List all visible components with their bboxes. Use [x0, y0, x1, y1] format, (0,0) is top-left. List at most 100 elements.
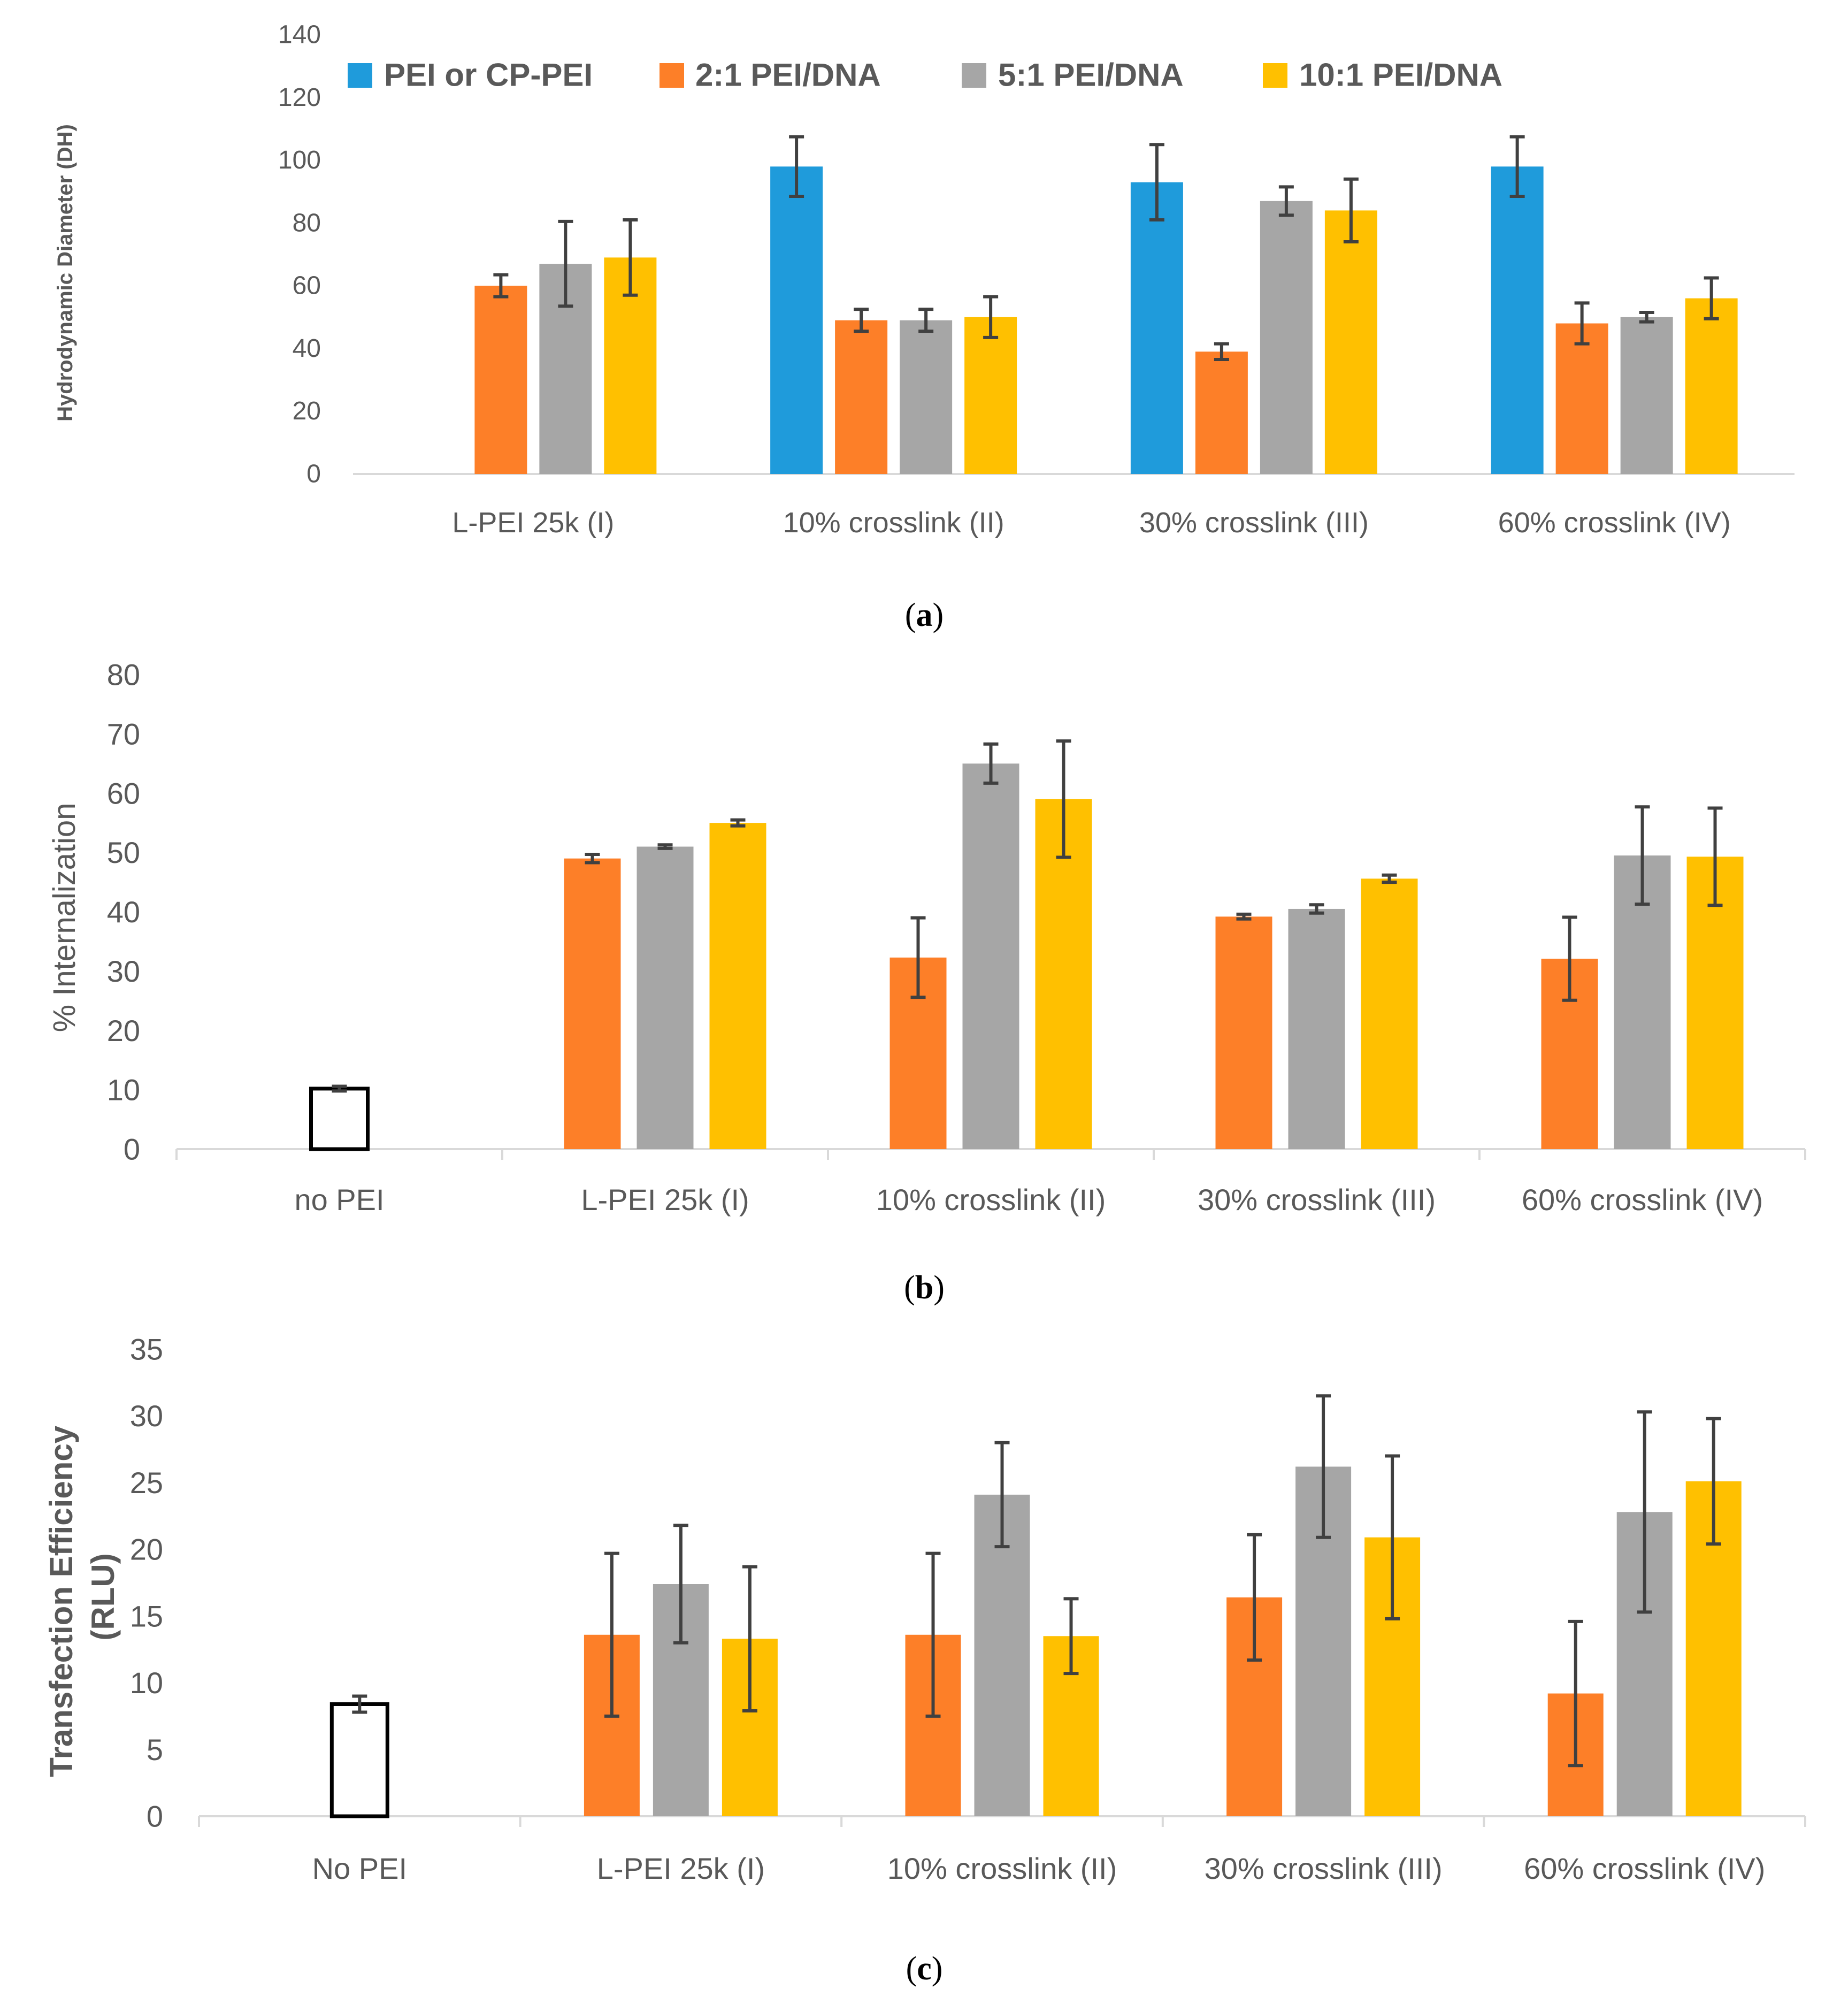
- panel-b-y-tick-30: 30: [107, 954, 140, 988]
- panel-b-bar-no-pei-no-pei: [309, 1087, 370, 1151]
- panel-a-error-bar-10-crosslink-ii-5-1-pei-dna: [918, 308, 934, 333]
- panel-c-caption-letter: c: [917, 1951, 932, 1987]
- panel-a-bar-10-crosslink-ii-2-1-pei-dna: [835, 320, 888, 474]
- panel-c-error-bar-60-crosslink-iv-2-1-pei-dna: [1568, 1619, 1583, 1768]
- panel-a-error-bar-30-crosslink-iii-2-1-pei-dna: [1214, 342, 1229, 361]
- panel-c-error-bar-10-crosslink-ii-10-1-pei-dna: [1063, 1597, 1079, 1676]
- panel-c-category-label-10-crosslink-ii: 10% crosslink (II): [887, 1852, 1117, 1885]
- panel-b-y-axis-label: % Internalization: [47, 803, 82, 1033]
- panel-c-y-tick-15: 15: [130, 1599, 163, 1633]
- panel-a-error-bar-60-crosslink-iv-2-1-pei-dna: [1574, 301, 1590, 346]
- panel-b-bar-30-crosslink-iii-2-1-pei-dna: [1215, 916, 1272, 1149]
- panel-b-category-label-l-pei-25k-i: L-PEI 25k (I): [581, 1183, 749, 1217]
- panel-a-category-label-10-crosslink-ii: 10% crosslink (II): [783, 507, 1004, 539]
- panel-a-y-tick-100: 100: [278, 146, 321, 174]
- panel-c-y-tick-35: 35: [130, 1333, 163, 1366]
- panel-b-y-axis-title: % Internalization: [47, 803, 82, 1033]
- panel-c-error-bar-30-crosslink-iii-2-1-pei-dna: [1247, 1533, 1262, 1662]
- panel-a-legend-label-10-1-pei-dna: 10:1 PEI/DNA: [1299, 57, 1502, 93]
- panel-a-legend-swatch-pei-or-cp-pei: [348, 63, 372, 88]
- panel-a-error-bar-10-crosslink-ii-10-1-pei-dna: [983, 295, 999, 339]
- panel-a-legend-label-pei-or-cp-pei: PEI or CP-PEI: [384, 57, 593, 93]
- panel-a-bar-30-crosslink-iii-2-1-pei-dna: [1195, 351, 1248, 474]
- panel-a-y-tick-120: 120: [278, 83, 321, 112]
- panel-c-y-tick-30: 30: [130, 1399, 163, 1433]
- panel-c-category-label-60-crosslink-iv: 60% crosslink (IV): [1524, 1852, 1765, 1885]
- panel-a-bar-10-crosslink-ii-pei-or-cp-pei: [770, 166, 823, 474]
- panel-a-error-bar-10-crosslink-ii-pei-or-cp-pei: [789, 135, 804, 198]
- panel-b-error-bar-l-pei-25k-i-2-1-pei-dna: [585, 852, 600, 865]
- panel-c-error-bar-l-pei-25k-i-10-1-pei-dna: [742, 1565, 757, 1712]
- panel-a-bar-30-crosslink-iii-10-1-pei-dna: [1324, 210, 1377, 474]
- panel-b-bar-l-pei-25k-i-2-1-pei-dna: [564, 858, 621, 1149]
- panel-b-y-tick-50: 50: [107, 836, 140, 869]
- panel-b-error-bar-10-crosslink-ii-5-1-pei-dna: [983, 742, 999, 785]
- panel-b-error-bar-60-crosslink-iv-10-1-pei-dna: [1707, 806, 1723, 907]
- panel-b-category-label-no-pei: no PEI: [294, 1183, 384, 1217]
- panel-a-legend-label-5-1-pei-dna: 5:1 PEI/DNA: [998, 57, 1184, 93]
- panel-a-error-bar-l-pei-25k-i-5-1-pei-dna: [558, 219, 573, 308]
- panel-b-error-bar-10-crosslink-ii-2-1-pei-dna: [910, 916, 926, 999]
- panel-a-bar-l-pei-25k-i-2-1-pei-dna: [474, 286, 527, 474]
- panel-b-y-tick-0: 0: [124, 1133, 140, 1166]
- panel-a-y-tick-80: 80: [293, 209, 321, 237]
- panel-b-y-tick-20: 20: [107, 1014, 140, 1047]
- panel-c-y-axis-label-line-2: (RLU): [85, 1553, 121, 1640]
- panel-c-y-tick-10: 10: [130, 1666, 163, 1700]
- panel-c-error-bar-30-crosslink-iii-10-1-pei-dna: [1385, 1454, 1400, 1620]
- panel-a-y-tick-40: 40: [293, 334, 321, 363]
- panel-c-category-label-l-pei-25k-i: L-PEI 25k (I): [597, 1852, 765, 1885]
- panel-c-error-bar-l-pei-25k-i-5-1-pei-dna: [673, 1524, 688, 1645]
- panel-a-legend: PEI or CP-PEI 2:1 PEI/DNA 5:1 PEI/DNA 10:1 …: [348, 57, 1502, 93]
- panel-a-bar-60-crosslink-iv-10-1-pei-dna: [1685, 298, 1738, 474]
- panel-c-error-bar-60-crosslink-iv-10-1-pei-dna: [1706, 1417, 1721, 1546]
- panel-b-caption: (b): [904, 1270, 945, 1306]
- panel-b-bar-30-crosslink-iii-5-1-pei-dna: [1288, 908, 1345, 1149]
- panel-b-category-label-60-crosslink-iv: 60% crosslink (IV): [1522, 1183, 1763, 1217]
- panel-c-y-axis-label-line-1: Transfection Efficiency: [43, 1425, 79, 1777]
- panel-b-error-bar-l-pei-25k-i-10-1-pei-dna: [730, 818, 746, 828]
- panel-b-error-bar-60-crosslink-iv-5-1-pei-dna: [1635, 805, 1650, 906]
- panel-a-bar-60-crosslink-iv-2-1-pei-dna: [1555, 323, 1608, 474]
- panel-c-error-bar-30-crosslink-iii-5-1-pei-dna: [1316, 1394, 1331, 1539]
- panel-a-category-label-l-pei-25k-i: L-PEI 25k (I): [452, 507, 614, 539]
- panel-b-y-tick-10: 10: [107, 1073, 140, 1107]
- panel-a-bar-10-crosslink-ii-5-1-pei-dna: [900, 320, 953, 474]
- panel-c-chart: Transfection Efficiency (RLU) 0 5 10 15 20 25…: [43, 1333, 1806, 1885]
- panel-a-y-axis-title: Hydrodynamic Diameter (DH): [53, 124, 77, 422]
- panel-b-bar-10-crosslink-ii-5-1-pei-dna: [962, 763, 1019, 1149]
- panel-a-y-tick-140: 140: [278, 21, 321, 49]
- panel-a-legend-label-2-1-pei-dna: 2:1 PEI/DNA: [695, 57, 881, 93]
- panel-c-y-tick-25: 25: [130, 1466, 163, 1500]
- panel-c-y-tick-0: 0: [147, 1800, 163, 1833]
- panel-b-caption-letter: b: [915, 1270, 933, 1306]
- panel-a-y-axis-label: Hydrodynamic Diameter (DH): [53, 124, 77, 422]
- panel-c-y-tick-5: 5: [147, 1733, 163, 1766]
- panel-a-legend-swatch-2-1-pei-dna: [660, 63, 684, 88]
- panel-a-y-tick-60: 60: [293, 272, 321, 300]
- panel-a-error-bar-30-crosslink-iii-5-1-pei-dna: [1278, 185, 1294, 217]
- panel-a-category-label-30-crosslink-iii: 30% crosslink (III): [1139, 507, 1369, 539]
- panel-a-legend-swatch-5-1-pei-dna: [962, 63, 986, 88]
- panel-a-error-bar-30-crosslink-iii-10-1-pei-dna: [1343, 177, 1359, 244]
- panel-c-error-bar-60-crosslink-iv-5-1-pei-dna: [1637, 1410, 1652, 1614]
- panel-b-y-tick-70: 70: [107, 717, 140, 751]
- panel-c-y-axis-label: Transfection Efficiency (RLU): [43, 1417, 121, 1777]
- panel-a-bar-10-crosslink-ii-10-1-pei-dna: [964, 317, 1017, 474]
- panel-a-error-bar-60-crosslink-iv-pei-or-cp-pei: [1509, 135, 1525, 198]
- panel-b-error-bar-30-crosslink-iii-2-1-pei-dna: [1236, 912, 1252, 921]
- panel-a-error-bar-30-crosslink-iii-pei-or-cp-pei: [1149, 143, 1164, 221]
- panel-a-legend-swatch-10-1-pei-dna: [1263, 63, 1287, 88]
- panel-c-caption: (c): [906, 1951, 943, 1987]
- panel-c-category-label-no-pei: No PEI: [312, 1852, 407, 1885]
- panel-b-bar-l-pei-25k-i-5-1-pei-dna: [637, 846, 694, 1149]
- panel-a-caption-letter: a: [916, 597, 933, 633]
- panel-b-y-tick-60: 60: [107, 776, 140, 810]
- panel-b-error-bar-l-pei-25k-i-5-1-pei-dna: [657, 843, 673, 850]
- panel-c-error-bar-l-pei-25k-i-2-1-pei-dna: [604, 1551, 619, 1718]
- panel-a-error-bar-60-crosslink-iv-10-1-pei-dna: [1704, 276, 1719, 320]
- panel-a-chart: Hydrodynamic Diameter (DH) 0 20 40 60 80 100 1…: [53, 21, 1795, 539]
- panel-c-bar-no-pei-no-pei: [329, 1702, 389, 1818]
- panel-b-error-bar-10-crosslink-ii-10-1-pei-dna: [1056, 739, 1071, 859]
- panel-a-bar-30-crosslink-iii-5-1-pei-dna: [1260, 201, 1313, 474]
